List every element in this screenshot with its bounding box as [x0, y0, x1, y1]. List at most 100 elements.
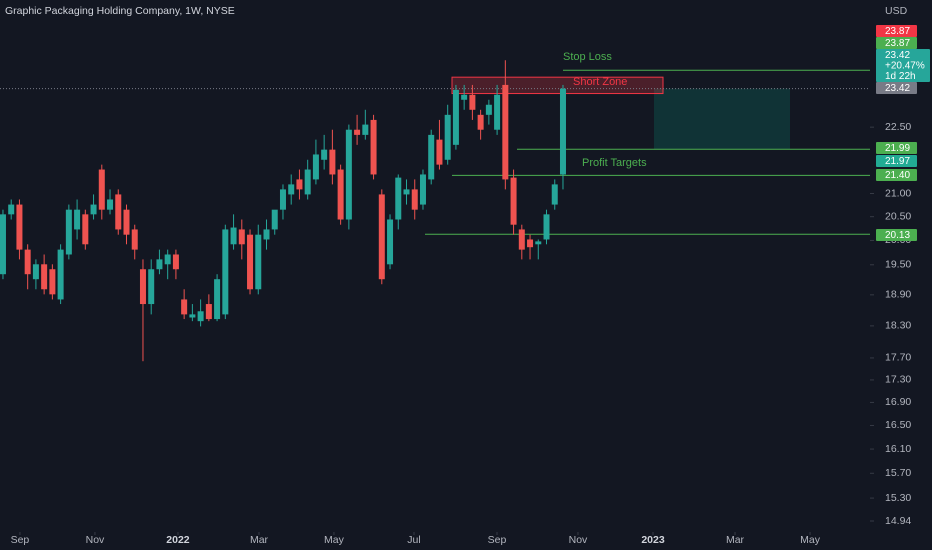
x-tick-label: 2023	[641, 534, 665, 546]
y-tick-label: 16.90	[885, 396, 911, 408]
y-tick-label: 17.30	[885, 374, 911, 386]
candle-body	[395, 177, 402, 220]
x-tick-label: Nov	[86, 534, 105, 546]
candle-body	[362, 124, 369, 135]
price-tag-label: 23.42	[885, 50, 910, 61]
candle-body	[205, 304, 212, 320]
y-tick-label: 16.10	[885, 443, 911, 455]
candle-body	[510, 177, 517, 225]
candle-body	[354, 129, 361, 135]
candle-body	[452, 89, 459, 145]
candle-body	[197, 311, 204, 322]
candle-body	[436, 139, 443, 165]
price-tag-label: 23.87	[885, 26, 910, 37]
price-tag	[876, 229, 917, 241]
stop-loss-label: Stop Loss	[563, 51, 612, 63]
price-tag	[876, 82, 917, 94]
candle-body	[502, 84, 509, 180]
short-zone	[451, 76, 664, 95]
price-tag	[876, 25, 917, 37]
candle-body	[214, 279, 221, 320]
price-tag-label: 20.13	[885, 230, 910, 241]
x-tick-label: Jul	[407, 534, 420, 546]
candle-body	[543, 214, 550, 240]
candle-body	[444, 114, 451, 160]
price-tag	[876, 37, 917, 49]
x-tick-label: May	[800, 534, 821, 546]
candle-body	[115, 194, 122, 230]
candle-body	[296, 179, 303, 190]
y-tick-label: 15.70	[885, 467, 911, 479]
target-area	[654, 88, 790, 150]
candle-body	[16, 204, 23, 250]
candle-body	[370, 119, 377, 175]
price-tag-label: 23.42	[885, 83, 910, 94]
candle-body	[24, 249, 31, 275]
candle-body	[8, 204, 15, 215]
candle-body	[255, 234, 262, 290]
candle-body	[279, 189, 286, 210]
candle-body	[337, 169, 344, 220]
candle-body	[403, 189, 410, 195]
candle-body	[312, 154, 319, 180]
candle-body	[98, 169, 105, 210]
candle-body	[0, 214, 6, 275]
y-tick-label: 17.70	[885, 352, 911, 364]
candle-body	[156, 259, 163, 270]
candle-body	[131, 229, 138, 250]
price-tag	[876, 49, 930, 82]
y-tick-label: 16.50	[885, 419, 911, 431]
candle-body	[263, 229, 270, 240]
candle-body	[123, 209, 130, 235]
candle-body	[41, 264, 48, 290]
y-tick-label: 19.50	[885, 259, 911, 271]
candle-body	[148, 269, 155, 305]
price-tag-label: +20.47%	[885, 61, 925, 72]
candle-body	[172, 254, 179, 270]
candle-body	[288, 184, 295, 195]
candle-body	[65, 209, 72, 255]
y-tick-label: 14.94	[885, 515, 911, 527]
price-tag-label: 1d 22h	[885, 71, 916, 82]
candle-body	[181, 299, 188, 315]
candle-body	[378, 194, 385, 280]
candle-body	[559, 88, 566, 175]
price-tag-label: 21.97	[885, 156, 910, 167]
x-tick-label: Sep	[488, 534, 507, 546]
profit-targets-label: Profit Targets	[582, 157, 647, 169]
candle-body	[304, 169, 311, 195]
candle-body	[238, 229, 245, 245]
candle-body	[139, 269, 146, 305]
candle-body	[164, 254, 171, 265]
candle-body	[461, 94, 468, 100]
chart-title: Graphic Packaging Holding Company, 1W, N…	[5, 5, 235, 17]
candle-body	[387, 219, 394, 265]
candle-body	[32, 264, 39, 280]
y-tick-label: 21.00	[885, 187, 911, 199]
candle-body	[551, 184, 558, 205]
x-tick-label: Mar	[726, 534, 745, 546]
y-tick-label: 18.90	[885, 289, 911, 301]
candle-body	[329, 149, 336, 175]
x-tick-label: Sep	[11, 534, 30, 546]
price-tag	[876, 169, 917, 181]
candle-body	[189, 314, 196, 318]
candle-body	[74, 209, 81, 230]
price-tag	[876, 142, 917, 154]
candle-body	[485, 104, 492, 115]
axis-unit: USD	[885, 5, 908, 17]
candle-body	[469, 94, 476, 110]
candle-body	[49, 269, 56, 295]
price-tag-label: 23.87	[885, 38, 910, 49]
candle-body	[527, 239, 534, 248]
x-tick-label: May	[324, 534, 345, 546]
x-tick-label: Nov	[569, 534, 588, 546]
x-tick-label: 2022	[166, 534, 190, 546]
candle-body	[82, 214, 89, 245]
candle-body	[518, 229, 525, 250]
candle-body	[345, 129, 352, 220]
x-tick-label: Mar	[250, 534, 269, 546]
candle-body	[271, 209, 278, 230]
